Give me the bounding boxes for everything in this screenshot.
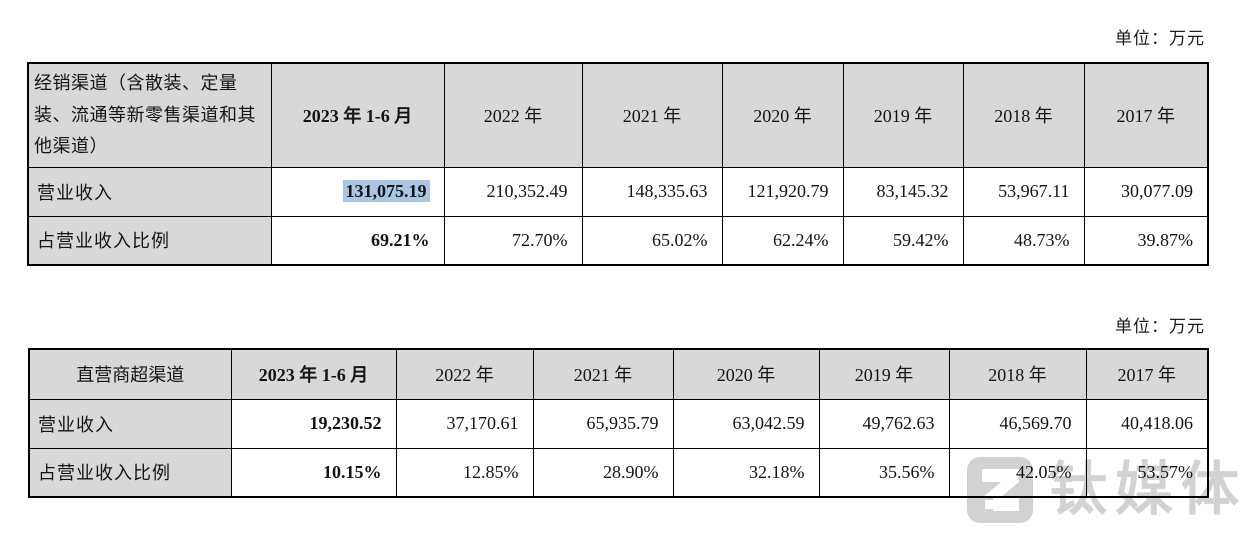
table-row: 营业收入 19,230.52 37,170.61 65,935.79 63,04… [28, 398, 1209, 449]
t2-row-label-share: 占营业收入比例 [28, 447, 232, 498]
t2-revenue-2020: 63,042.59 [672, 398, 820, 449]
t1-row-label-share: 占营业收入比例 [27, 215, 272, 266]
t1-row-label-revenue: 营业收入 [27, 166, 272, 217]
t1-revenue-2020: 121,920.79 [721, 166, 844, 217]
t1-share-2018: 48.73% [962, 215, 1085, 266]
unit-label-bottom: 单位：万元 [1115, 317, 1205, 336]
t1-header-2020: 2020 年 [721, 62, 844, 168]
t2-share-2017: 53.57% [1085, 447, 1209, 498]
t2-share-2023h1: 10.15% [230, 447, 397, 498]
t1-share-2023h1: 69.21% [270, 215, 445, 266]
t2-revenue-2018: 46,569.70 [948, 398, 1087, 449]
t1-share-2021: 65.02% [581, 215, 723, 266]
t1-revenue-2018: 53,967.11 [962, 166, 1085, 217]
t1-revenue-2017: 30,077.09 [1083, 166, 1209, 217]
table-row: 占营业收入比例 10.15% 12.85% 28.90% 32.18% 35.5… [28, 447, 1209, 498]
t2-header-2023h1: 2023 年 1-6 月 [230, 348, 397, 400]
t1-share-2022: 72.70% [443, 215, 583, 266]
unit-label-top: 单位：万元 [1115, 29, 1205, 48]
t1-header-2021: 2021 年 [581, 62, 723, 168]
t2-revenue-2021: 65,935.79 [532, 398, 674, 449]
t1-revenue-2023h1: 131,075.19 [270, 166, 445, 217]
t2-row-label-revenue: 营业收入 [28, 398, 232, 449]
t2-header-2018: 2018 年 [948, 348, 1087, 400]
table-row: 营业收入 131,075.19 210,352.49 148,335.63 12… [27, 166, 1209, 217]
distribution-channel-table: 经销渠道（含散装、定量装、流通等新零售渠道和其他渠道） 2023 年 1-6 月… [27, 62, 1209, 266]
t2-share-2019: 35.56% [818, 447, 950, 498]
t2-header-2022: 2022 年 [395, 348, 534, 400]
t2-share-2020: 32.18% [672, 447, 820, 498]
t2-header-2021: 2021 年 [532, 348, 674, 400]
t1-header-2017: 2017 年 [1083, 62, 1209, 168]
t2-revenue-2022: 37,170.61 [395, 398, 534, 449]
t2-revenue-2019: 49,762.63 [818, 398, 950, 449]
t2-revenue-2017: 40,418.06 [1085, 398, 1209, 449]
t2-header-channel: 直营商超渠道 [28, 348, 232, 400]
t1-header-2018: 2018 年 [962, 62, 1085, 168]
t1-revenue-2019: 83,145.32 [842, 166, 964, 217]
t2-header-2020: 2020 年 [672, 348, 820, 400]
t2-revenue-2023h1: 19,230.52 [230, 398, 397, 449]
table-header-row: 直营商超渠道 2023 年 1-6 月 2022 年 2021 年 2020 年… [28, 348, 1209, 400]
t1-header-2022: 2022 年 [443, 62, 583, 168]
t1-share-2017: 39.87% [1083, 215, 1209, 266]
t2-share-2018: 42.05% [948, 447, 1087, 498]
t1-revenue-2021: 148,335.63 [581, 166, 723, 217]
t2-share-2022: 12.85% [395, 447, 534, 498]
t2-share-2021: 28.90% [532, 447, 674, 498]
t1-share-2019: 59.42% [842, 215, 964, 266]
direct-supermarket-channel-table: 直营商超渠道 2023 年 1-6 月 2022 年 2021 年 2020 年… [28, 348, 1209, 498]
t2-header-2019: 2019 年 [818, 348, 950, 400]
t1-header-2019: 2019 年 [842, 62, 964, 168]
t1-revenue-2022: 210,352.49 [443, 166, 583, 217]
t1-share-2020: 62.24% [721, 215, 844, 266]
table-row: 占营业收入比例 69.21% 72.70% 65.02% 62.24% 59.4… [27, 215, 1209, 266]
t1-header-2023h1: 2023 年 1-6 月 [270, 62, 445, 168]
t2-header-2017: 2017 年 [1085, 348, 1209, 400]
t1-header-channel: 经销渠道（含散装、定量装、流通等新零售渠道和其他渠道） [27, 62, 272, 168]
table-header-row: 经销渠道（含散装、定量装、流通等新零售渠道和其他渠道） 2023 年 1-6 月… [27, 62, 1209, 168]
highlighted-value: 131,075.19 [342, 180, 430, 202]
